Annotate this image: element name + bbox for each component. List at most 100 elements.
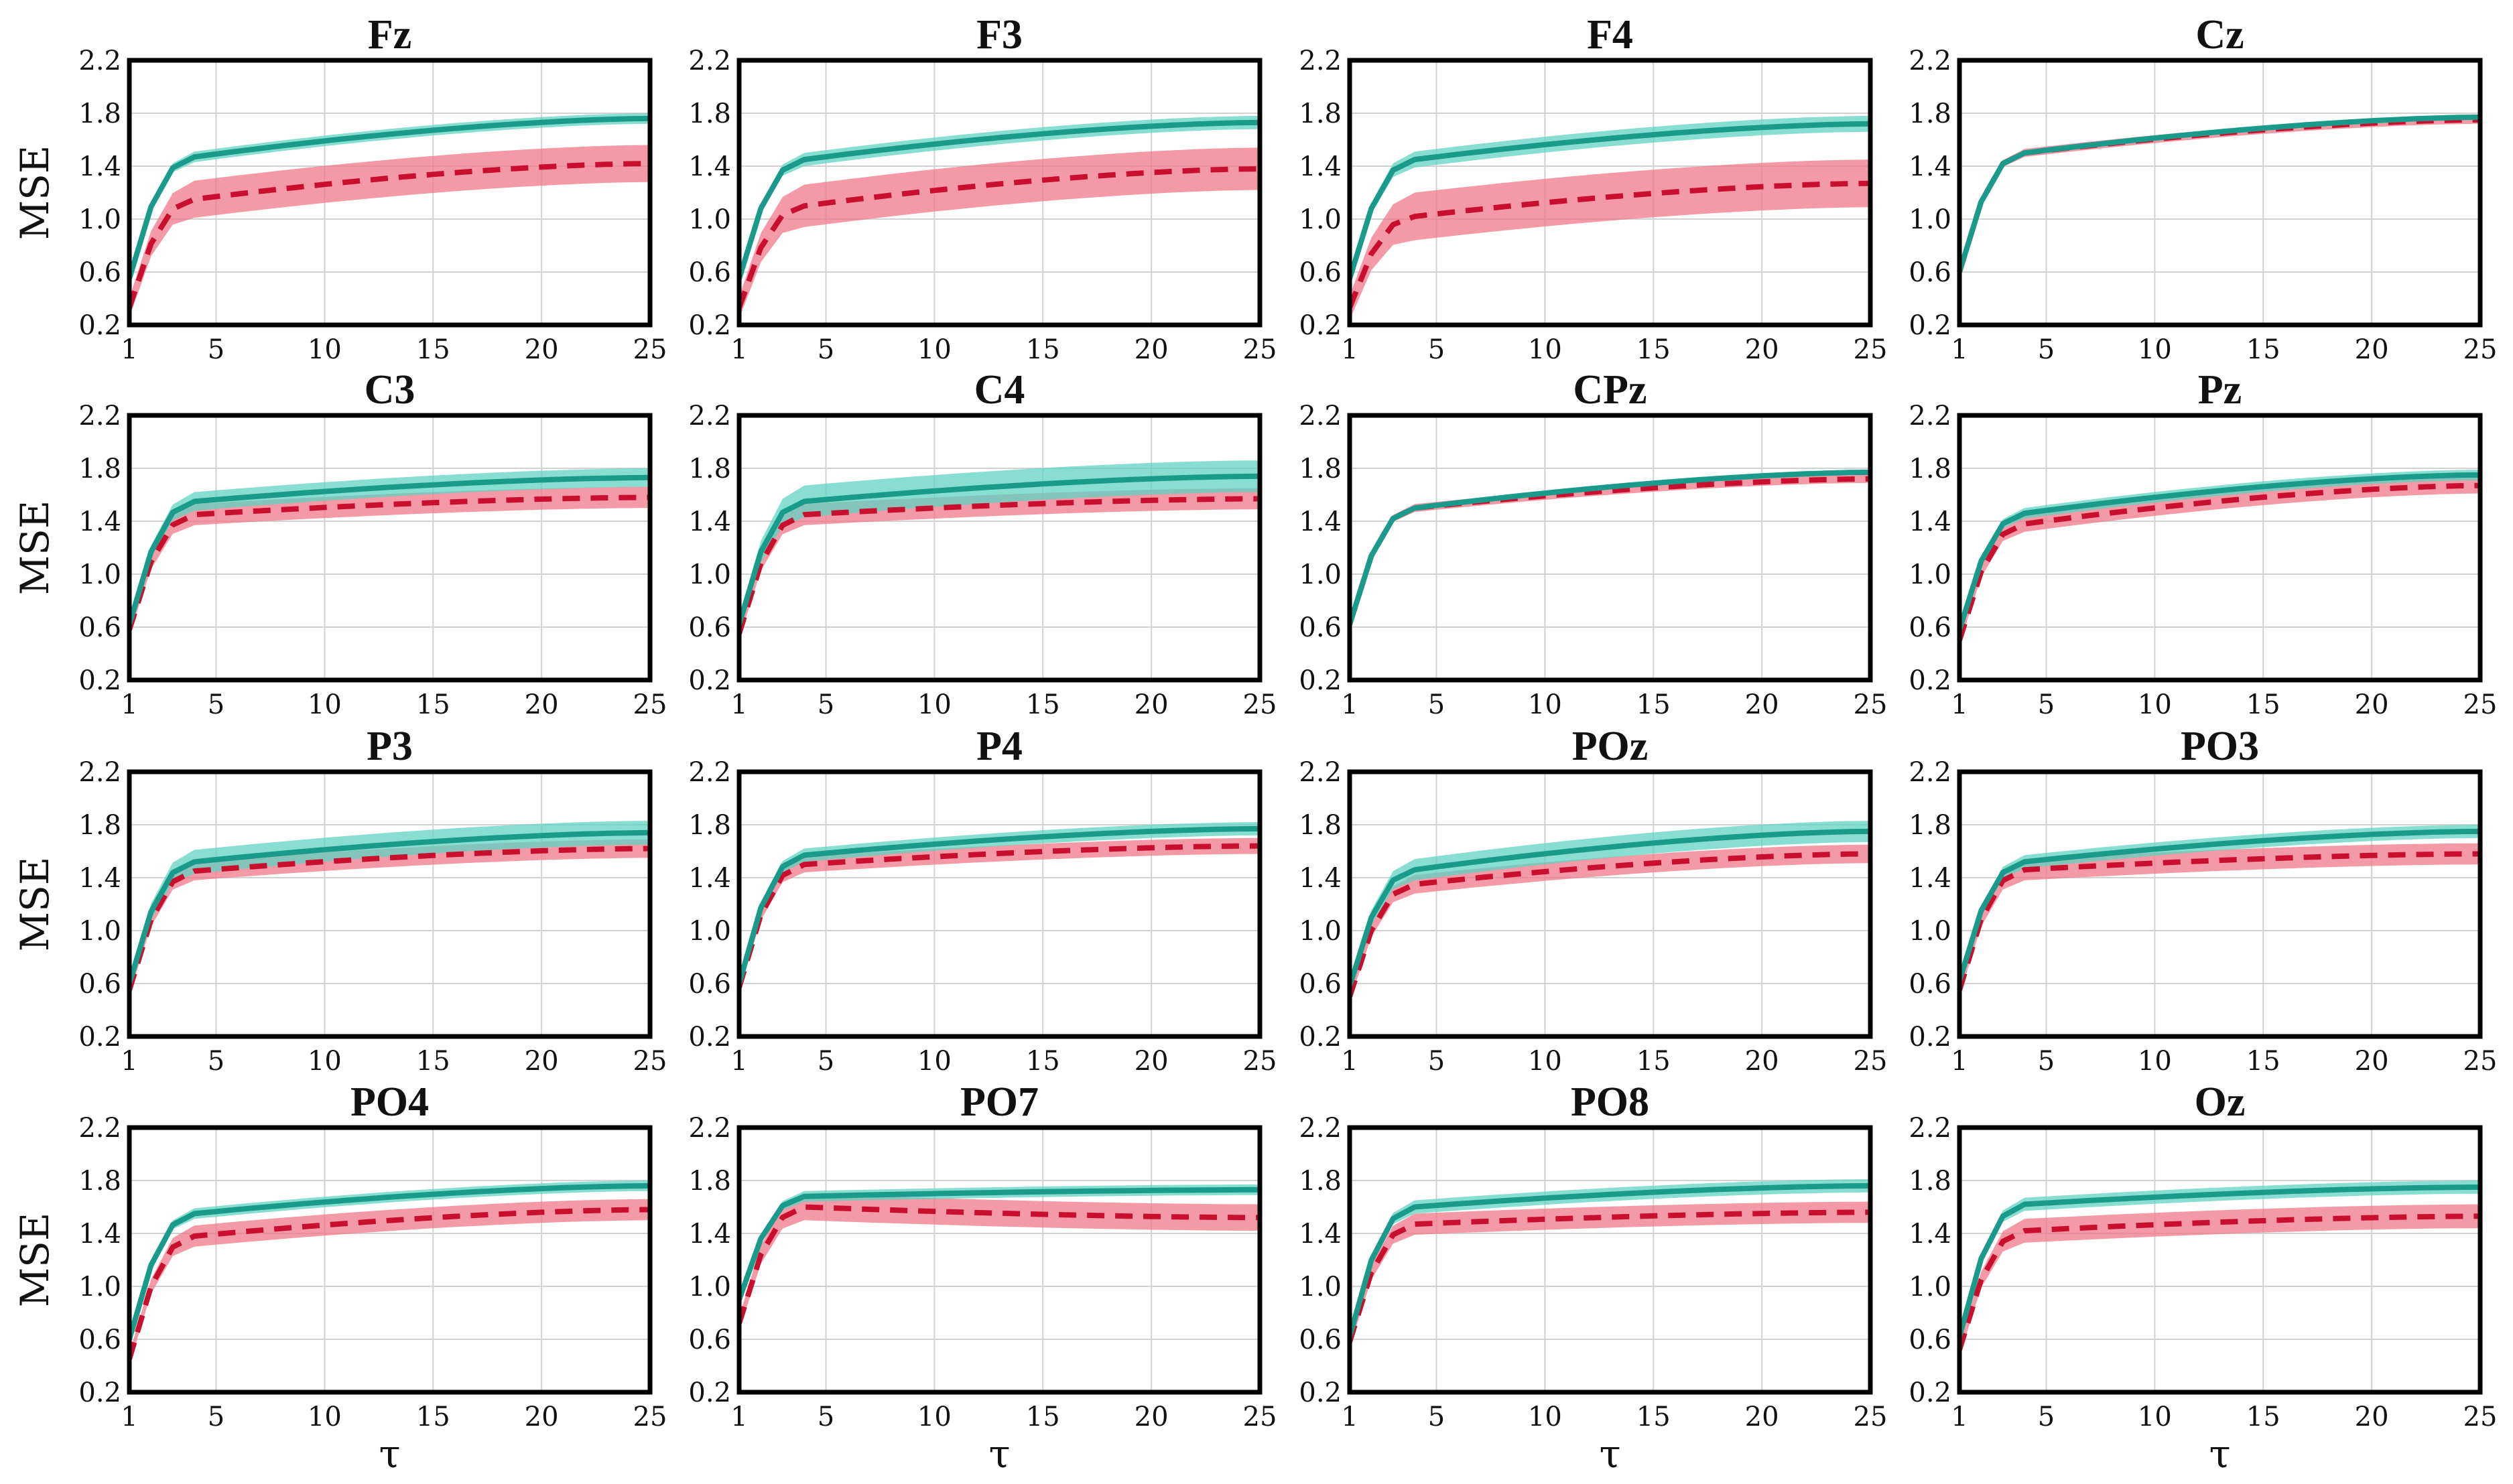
x-tick-label: 5 [2038,334,2055,365]
y-tick-label: 0.6 [78,257,121,288]
plot-frame [1957,1125,2483,1395]
series-B-band [739,147,1260,319]
plot-frame [1957,769,2483,1039]
y-tick-label: 1.8 [1909,1166,1951,1197]
series-B-band [739,1193,1260,1331]
series-B-band [129,839,650,995]
y-tick-label: 0.6 [688,1325,731,1355]
x-tick-label: 15 [1026,689,1060,720]
panel-title: PO8 [1571,1079,1649,1125]
x-tick-label: 15 [1026,1046,1060,1077]
y-tick-label: 0.6 [1909,257,1951,288]
x-tick-label: 5 [208,1402,224,1432]
series-B-band [1959,1204,2480,1356]
series-A-line [1347,121,1871,280]
y-tick-label: 1.0 [78,559,121,590]
y-tick-label: 2.2 [1909,46,1951,76]
x-axis-label: τ [1599,1431,1620,1477]
series-B-line [127,494,651,631]
series-B-line [1347,180,1871,309]
x-tick-label: 5 [208,1046,224,1077]
y-tick-label: 0.2 [78,310,121,341]
y-tick-label: 1.4 [78,1219,121,1250]
x-tick-label: 5 [2038,689,2055,720]
x-tick-label: 25 [2463,689,2498,720]
x-tick-label: 15 [416,1046,450,1077]
y-tick-label: 1.8 [78,1166,121,1197]
x-tick-label: 20 [1745,334,1779,365]
x-tick-label: 25 [1243,1046,1277,1077]
x-tick-label: 10 [917,1046,952,1077]
y-tick-label: 1.4 [78,863,121,894]
x-tick-label: 20 [1745,689,1779,720]
y-tick-label: 1.8 [1909,98,1951,129]
series-B-line [1347,851,1871,998]
series-A-line [1347,1183,1871,1338]
x-tick-label: 20 [525,689,559,720]
panel-title: F4 [1587,12,1633,58]
plot-frame [1347,769,1873,1039]
x-axis-label: τ [2209,1431,2230,1477]
x-tick-label: 20 [1745,1402,1779,1432]
series-B-band [739,837,1260,992]
x-tick-label: 25 [2463,1402,2498,1432]
y-tick-label: 1.4 [1299,151,1342,182]
y-tick-label: 1.0 [1909,559,1951,590]
series-A-band [739,460,1260,633]
y-tick-label: 1.0 [1299,916,1342,947]
y-tick-label: 1.8 [688,1166,731,1197]
x-tick-label: 15 [1636,1046,1671,1077]
x-axis-label: τ [988,1431,1010,1477]
y-tick-label: 0.2 [688,665,731,696]
y-tick-label: 1.0 [1299,1272,1342,1302]
y-tick-label: 2.2 [688,401,731,431]
y-tick-label: 2.2 [1299,401,1342,431]
panel-title: POz [1572,724,1649,769]
series-A-band [739,115,1260,282]
y-tick-label: 1.8 [78,454,121,484]
y-tick-label: 2.2 [78,1113,121,1144]
y-tick-label: 1.0 [78,204,121,235]
y-tick-label: 0.2 [78,1022,121,1053]
y-tick-label: 1.0 [78,1272,121,1302]
series-A-line [127,115,651,280]
y-tick-label: 0.6 [1299,1325,1342,1355]
y-tick-label: 0.2 [688,310,731,341]
y-tick-label: 1.0 [78,916,121,947]
plot-frame [1347,1125,1873,1395]
y-tick-label: 1.0 [688,559,731,590]
x-tick-label: 20 [1745,1046,1779,1077]
plot-frame [127,1125,653,1395]
x-axis-label: τ [379,1431,400,1477]
x-tick-label: 15 [416,689,450,720]
y-tick-label: 1.4 [688,151,731,182]
series-A-line [736,119,1261,280]
series-B-line [736,166,1261,309]
x-tick-label: 25 [1854,1046,1888,1077]
y-tick-label: 1.4 [688,507,731,537]
x-tick-label: 15 [1026,334,1060,365]
y-tick-label: 0.2 [1909,1377,1951,1408]
series-A-band [129,468,650,630]
y-tick-label: 1.4 [688,863,731,894]
x-tick-label: 10 [2138,689,2172,720]
series-B-line [1957,482,2481,642]
x-tick-label: 20 [1135,689,1169,720]
x-tick-label: 5 [2038,1402,2055,1432]
y-tick-label: 1.4 [1909,863,1951,894]
panel-title: Cz [2195,12,2244,58]
x-tick-label: 20 [2355,1046,2389,1077]
y-tick-label: 1.0 [688,1272,731,1302]
x-tick-label: 10 [917,689,952,720]
y-tick-label: 1.8 [1909,454,1951,484]
x-tick-label: 1 [121,1046,137,1077]
x-tick-label: 5 [1428,1402,1445,1432]
x-tick-label: 20 [2355,334,2389,365]
panel-title: Pz [2198,367,2242,413]
x-tick-label: 25 [1854,1402,1888,1432]
panel-title: PO3 [2181,724,2259,769]
x-tick-label: 1 [1341,1402,1358,1432]
series-A-line [127,829,651,985]
